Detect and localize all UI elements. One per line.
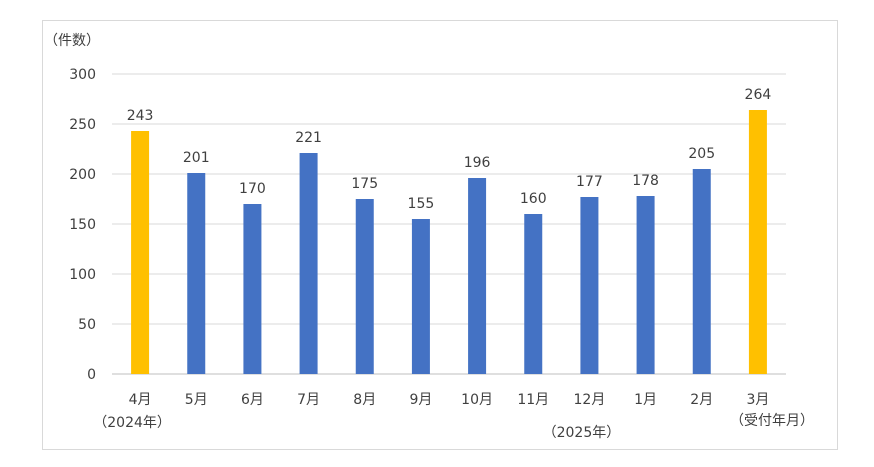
bar bbox=[580, 197, 599, 374]
bar bbox=[468, 178, 487, 374]
bar bbox=[748, 110, 767, 374]
x-axis-label: （受付年月） bbox=[730, 413, 814, 429]
x-tick-label: 11月 bbox=[517, 392, 549, 408]
year-annotation: （2025年） bbox=[543, 425, 621, 441]
x-tick-label: 3月 bbox=[746, 392, 769, 408]
data-label: 221 bbox=[295, 130, 322, 146]
x-tick-label: 2月 bbox=[690, 392, 713, 408]
bar bbox=[524, 214, 543, 374]
data-label: 160 bbox=[520, 191, 547, 207]
x-tick-label: 4月 bbox=[129, 392, 152, 408]
y-tick-label: 250 bbox=[69, 117, 96, 133]
bar bbox=[411, 219, 430, 374]
x-tick-label: 1月 bbox=[634, 392, 657, 408]
bar bbox=[187, 173, 206, 374]
bar bbox=[299, 153, 318, 374]
data-label: 196 bbox=[464, 155, 491, 171]
data-label: 175 bbox=[351, 176, 378, 192]
x-tick-label: 7月 bbox=[297, 392, 320, 408]
y-tick-label: 50 bbox=[78, 317, 96, 333]
data-label: 170 bbox=[239, 181, 266, 197]
bar bbox=[243, 204, 262, 374]
y-tick-label: 200 bbox=[69, 167, 96, 183]
y-tick-label: 150 bbox=[69, 217, 96, 233]
data-label: 205 bbox=[688, 146, 715, 162]
y-tick-label: 100 bbox=[69, 267, 96, 283]
data-label: 177 bbox=[576, 174, 603, 190]
data-label: 264 bbox=[745, 87, 772, 103]
x-tick-label: 12月 bbox=[574, 392, 606, 408]
bar bbox=[692, 169, 711, 374]
bar bbox=[355, 199, 374, 374]
x-tick-label: 5月 bbox=[185, 392, 208, 408]
y-tick-label: 0 bbox=[87, 367, 96, 383]
x-tick-label: 9月 bbox=[409, 392, 432, 408]
bar bbox=[131, 131, 150, 374]
year-annotation: （2024年） bbox=[93, 415, 171, 431]
x-tick-label: 8月 bbox=[353, 392, 376, 408]
data-label: 243 bbox=[127, 108, 154, 124]
y-axis-label: （件数） bbox=[44, 33, 100, 49]
data-label: 155 bbox=[408, 196, 435, 212]
x-tick-label: 6月 bbox=[241, 392, 264, 408]
data-label: 201 bbox=[183, 150, 210, 166]
y-tick-label: 300 bbox=[69, 67, 96, 83]
data-label: 178 bbox=[632, 173, 659, 189]
bar bbox=[636, 196, 655, 374]
x-tick-label: 10月 bbox=[461, 392, 493, 408]
